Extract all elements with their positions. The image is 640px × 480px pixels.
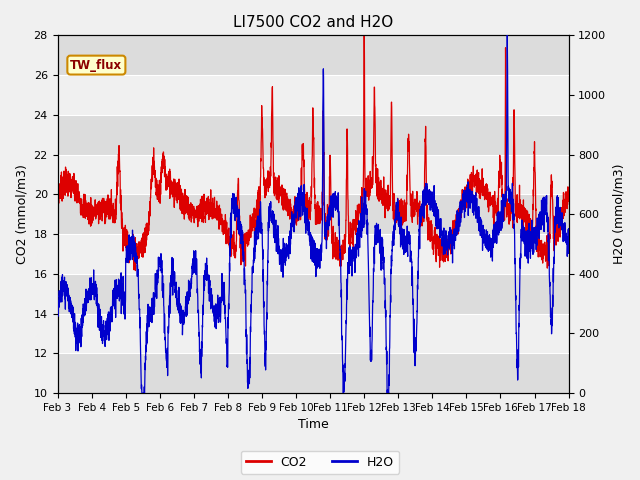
Title: LI7500 CO2 and H2O: LI7500 CO2 and H2O: [233, 15, 393, 30]
Bar: [58, 155, 568, 194]
Bar: [58, 115, 568, 155]
Bar: [58, 75, 568, 115]
Text: TW_flux: TW_flux: [70, 59, 122, 72]
Y-axis label: CO2 (mmol/m3): CO2 (mmol/m3): [15, 164, 28, 264]
Bar: [58, 353, 568, 393]
Y-axis label: H2O (mmol/m3): H2O (mmol/m3): [612, 164, 625, 264]
Legend: CO2, H2O: CO2, H2O: [241, 451, 399, 474]
Bar: [58, 234, 568, 274]
Bar: [58, 313, 568, 353]
Bar: [58, 36, 568, 75]
X-axis label: Time: Time: [298, 419, 328, 432]
Bar: [58, 274, 568, 313]
Bar: [58, 194, 568, 234]
